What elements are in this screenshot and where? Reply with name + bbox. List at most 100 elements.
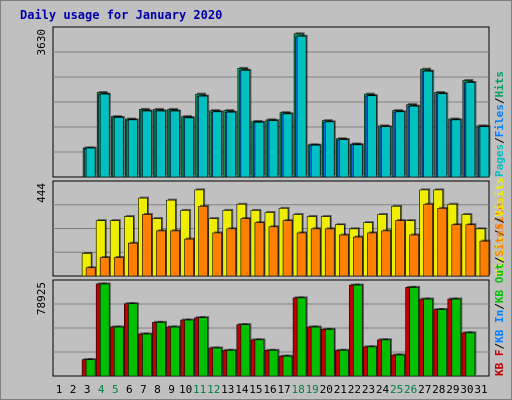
day-label: 24 (376, 383, 390, 396)
bar-sites (268, 226, 279, 277)
bar-kb-out (367, 346, 377, 377)
bar-pages (99, 93, 110, 178)
bar-sites (423, 203, 433, 277)
day-label: 15 (249, 383, 262, 396)
chart-panels: 3630 444 78925 (35, 26, 491, 377)
bar-kb-out (212, 347, 223, 377)
panel-legend: Pages/Files/Hits (493, 71, 506, 177)
panel-hits: 3630 (35, 26, 491, 178)
day-label: 23 (362, 383, 375, 396)
bar-sites (142, 214, 152, 277)
bar-sites (85, 267, 96, 277)
bar-kb-out (170, 326, 180, 377)
bar-pages (142, 110, 152, 178)
day-label: 30 (460, 383, 473, 396)
bar-sites (338, 234, 349, 277)
bar-pages (324, 121, 335, 178)
bar-pages (212, 111, 223, 178)
legend-entry: Sites (493, 224, 506, 257)
legend-entry: Files (493, 104, 506, 137)
bar-kb-out (465, 332, 476, 377)
bar-pages (85, 147, 96, 178)
bar-pages (113, 117, 124, 178)
legend-entry: / (493, 303, 506, 310)
day-label: 28 (432, 383, 445, 396)
day-label: 14 (235, 383, 249, 396)
bar-pages (226, 111, 237, 178)
bar-pages (198, 95, 208, 178)
legend-entry: / (493, 137, 506, 144)
bar-pages (310, 144, 321, 178)
legend-entry: / (493, 217, 506, 224)
bar-pages (353, 144, 363, 178)
bar-kb-out (381, 339, 391, 377)
bar-pages (128, 119, 138, 178)
bar-kb-out (99, 283, 110, 377)
bar-sites (113, 257, 124, 277)
bar-sites (324, 228, 335, 277)
bar-kb-out (142, 333, 152, 377)
legend-entry: Visits (493, 177, 506, 217)
panel-max-label: 78925 (35, 282, 48, 315)
bar-sites (212, 232, 223, 277)
legend-entry: / (493, 97, 506, 104)
legend-entry: Visits (493, 236, 506, 276)
bar-sites (479, 240, 490, 277)
legend-entry: Hits (493, 71, 506, 98)
bar-kb-out (282, 355, 293, 377)
bar-kb-out (409, 287, 419, 377)
bar-sites (282, 220, 293, 277)
day-label: 8 (154, 383, 161, 396)
bar-sites (254, 222, 265, 277)
day-label: 27 (418, 383, 431, 396)
day-label: 11 (193, 383, 206, 396)
legend-entry: Sites (493, 197, 506, 230)
bar-sites (381, 230, 391, 277)
bar-pages (381, 126, 391, 178)
bar-pages (395, 111, 405, 178)
bar-kb-out (395, 354, 405, 377)
bar-kb-out (268, 350, 279, 377)
panel-legend: Visits/Sites (493, 197, 506, 277)
bar-pages (170, 110, 180, 178)
bar-sites (437, 208, 448, 277)
day-label: 18 (292, 383, 305, 396)
bar-kb-out (296, 297, 307, 377)
bar-kb-out (254, 339, 265, 377)
day-label: 7 (140, 383, 147, 396)
bar-pages (254, 122, 265, 178)
day-label: 1 (56, 383, 63, 396)
day-label: 6 (126, 383, 133, 396)
legend-entry: / (493, 256, 506, 263)
bar-sites (99, 257, 110, 277)
day-label: 5 (112, 383, 119, 396)
day-label: 3 (84, 383, 91, 396)
day-label: 26 (404, 383, 417, 396)
bar-kb-out (128, 303, 138, 377)
bar-kb-out (226, 350, 237, 377)
legend-entry: Pages (493, 144, 506, 177)
day-label: 22 (348, 383, 361, 396)
bar-pages (423, 70, 433, 178)
bar-sites (367, 232, 377, 277)
day-label: 9 (168, 383, 175, 396)
bar-pages (184, 117, 194, 178)
day-label: 17 (277, 383, 290, 396)
bar-pages (156, 110, 166, 178)
bar-kb-out (85, 359, 96, 377)
bar-pages (451, 119, 462, 178)
panel-legend: KB F/KB In/KB Out/Sites/Visits (493, 177, 506, 376)
bar-pages (296, 35, 307, 178)
bar-sites (451, 224, 462, 277)
bar-kb-out (156, 322, 166, 377)
legend-entry: / (493, 229, 506, 236)
bar-kb-out (310, 326, 321, 377)
bar-sites (409, 234, 419, 277)
bar-kb-out (451, 298, 462, 377)
bar-sites (353, 236, 363, 277)
bar-pages (338, 139, 349, 178)
day-label: 2 (70, 383, 77, 396)
bar-sites (296, 232, 307, 277)
day-label: 31 (474, 383, 487, 396)
